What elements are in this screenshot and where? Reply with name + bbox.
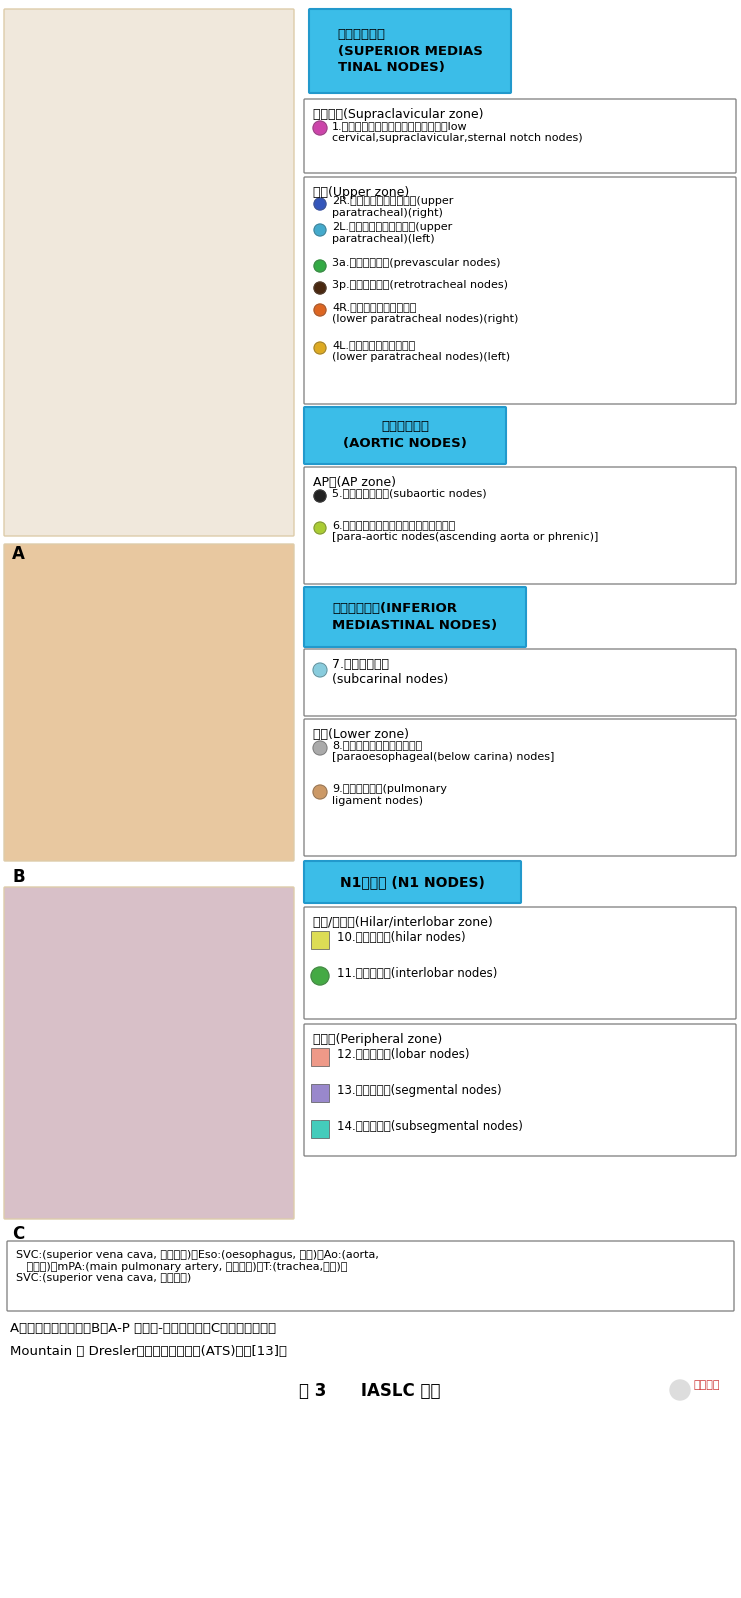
FancyBboxPatch shape	[7, 1242, 734, 1310]
Text: 肺门/叶间区(Hilar/interlobar zone): 肺门/叶间区(Hilar/interlobar zone)	[313, 916, 493, 928]
FancyBboxPatch shape	[304, 649, 736, 716]
Bar	[311, 1083, 329, 1103]
Text: 14.亚段淋巴结(subsegmental nodes): 14.亚段淋巴结(subsegmental nodes)	[337, 1120, 523, 1133]
Text: Mountain 和 Dresler，由美国胸科协会(ATS)推荐[13]。: Mountain 和 Dresler，由美国胸科协会(ATS)推荐[13]。	[10, 1346, 287, 1358]
Text: 9.肺韧带淋巴结(pulmonary
ligament nodes): 9.肺韧带淋巴结(pulmonary ligament nodes)	[332, 785, 447, 805]
Text: 3a.血管前淋巴结(prevascular nodes): 3a.血管前淋巴结(prevascular nodes)	[332, 257, 500, 268]
FancyBboxPatch shape	[304, 1024, 736, 1155]
Text: 1.下颈部、锁骨上、胸骨切迹淋巴结（low
cervical,supraclavicular,sternal notch nodes): 1.下颈部、锁骨上、胸骨切迹淋巴结（low cervical,supraclav…	[332, 121, 582, 142]
Text: 熊猫放射: 熊猫放射	[693, 1381, 720, 1390]
Text: 2R.上气管旁淋巴结（右）(upper
paratracheal)(right): 2R.上气管旁淋巴结（右）(upper paratracheal)(right)	[332, 197, 453, 217]
Circle shape	[313, 741, 327, 754]
FancyBboxPatch shape	[304, 719, 736, 857]
Text: AP区(AP zone): AP区(AP zone)	[313, 476, 396, 489]
Circle shape	[313, 121, 327, 134]
Text: 图 3      IASLC 图谱: 图 3 IASLC 图谱	[299, 1382, 441, 1400]
FancyBboxPatch shape	[304, 407, 506, 463]
Text: 下纵隔淋巴结(INFERIOR
MEDIASTINAL NODES): 下纵隔淋巴结(INFERIOR MEDIASTINAL NODES)	[333, 602, 497, 631]
Text: 上区(Upper zone): 上区(Upper zone)	[313, 185, 409, 200]
FancyBboxPatch shape	[304, 908, 736, 1020]
Text: N1淋巴结 (N1 NODES): N1淋巴结 (N1 NODES)	[340, 876, 485, 888]
Circle shape	[314, 342, 326, 355]
Circle shape	[314, 281, 326, 294]
Text: SVC:(superior vena cava, 上腔静脉)、Eso:(oesophagus, 食道)、Ao:(aorta,
   主动脉)、mPA:(main: SVC:(superior vena cava, 上腔静脉)、Eso:(oeso…	[16, 1250, 379, 1283]
Text: 主动脉淋巴结
(AORTIC NODES): 主动脉淋巴结 (AORTIC NODES)	[343, 420, 467, 451]
Text: 4L.下气管旁淋巴结（左）
(lower paratracheal nodes)(left): 4L.下气管旁淋巴结（左） (lower paratracheal nodes)…	[332, 340, 510, 361]
FancyBboxPatch shape	[4, 10, 294, 535]
Text: 5.主动脉下淋巴结(subaortic nodes): 5.主动脉下淋巴结(subaortic nodes)	[332, 487, 487, 499]
Text: 锁骨上区(Supraclavicular zone): 锁骨上区(Supraclavicular zone)	[313, 109, 483, 121]
Circle shape	[670, 1381, 690, 1400]
Text: 4R.下气管旁淋巴结（右）
(lower paratracheal nodes)(right): 4R.下气管旁淋巴结（右） (lower paratracheal nodes)…	[332, 302, 519, 324]
Text: 12.肺叶淋巴结(lobar nodes): 12.肺叶淋巴结(lobar nodes)	[337, 1048, 470, 1061]
Circle shape	[313, 785, 327, 799]
Circle shape	[314, 491, 326, 502]
FancyBboxPatch shape	[304, 99, 736, 173]
Text: 外周区(Peripheral zone): 外周区(Peripheral zone)	[313, 1032, 442, 1047]
Text: 13.肺段淋巴结(segmental nodes): 13.肺段淋巴结(segmental nodes)	[337, 1083, 502, 1096]
Text: 8.食管旁（隆突之下）淋巴结
[paraoesophageal(below carina) nodes]: 8.食管旁（隆突之下）淋巴结 [paraoesophageal(below ca…	[332, 740, 554, 762]
Circle shape	[314, 260, 326, 272]
Circle shape	[314, 198, 326, 209]
Bar	[311, 932, 329, 949]
Circle shape	[313, 663, 327, 678]
Text: A: A	[12, 545, 25, 562]
Text: 11.叶间淋巴结(interlobar nodes): 11.叶间淋巴结(interlobar nodes)	[337, 967, 497, 980]
Text: 上纵隔淋巴结
(SUPERIOR MEDIAS
TINAL NODES): 上纵隔淋巴结 (SUPERIOR MEDIAS TINAL NODES)	[338, 27, 482, 75]
Text: 下区(Lower zone): 下区(Lower zone)	[313, 729, 409, 741]
Circle shape	[311, 967, 329, 984]
Text: 10.肺门淋巴结(hilar nodes): 10.肺门淋巴结(hilar nodes)	[337, 932, 465, 944]
FancyBboxPatch shape	[304, 177, 736, 404]
Bar	[311, 1048, 329, 1066]
Circle shape	[314, 304, 326, 316]
FancyBboxPatch shape	[4, 887, 294, 1219]
Text: 2L.上气管旁淋巴结（左）(upper
paratracheal)(left): 2L.上气管旁淋巴结（左）(upper paratracheal)(left)	[332, 222, 452, 243]
Text: A：前面（腹前面）；B：A-P 区（主-肺动脉区）；C：左侧面。引自: A：前面（腹前面）；B：A-P 区（主-肺动脉区）；C：左侧面。引自	[10, 1322, 276, 1334]
FancyBboxPatch shape	[4, 543, 294, 861]
Text: 6.主动脉旁淋巴结（升主动脉或横隔膜）
[para-aortic nodes(ascending aorta or phrenic)]: 6.主动脉旁淋巴结（升主动脉或横隔膜） [para-aortic nodes(a…	[332, 519, 599, 542]
Text: B: B	[12, 868, 24, 885]
Text: C: C	[12, 1226, 24, 1243]
FancyBboxPatch shape	[304, 861, 521, 903]
Text: 3p.气管后淋巴结(retrotracheal nodes): 3p.气管后淋巴结(retrotracheal nodes)	[332, 280, 508, 289]
Bar	[311, 1120, 329, 1138]
Circle shape	[314, 523, 326, 534]
Circle shape	[314, 224, 326, 237]
Text: 7.隆突下淋巴结
(subcarinal nodes): 7.隆突下淋巴结 (subcarinal nodes)	[332, 658, 448, 686]
FancyBboxPatch shape	[304, 467, 736, 583]
FancyBboxPatch shape	[309, 10, 511, 93]
FancyBboxPatch shape	[304, 586, 526, 647]
